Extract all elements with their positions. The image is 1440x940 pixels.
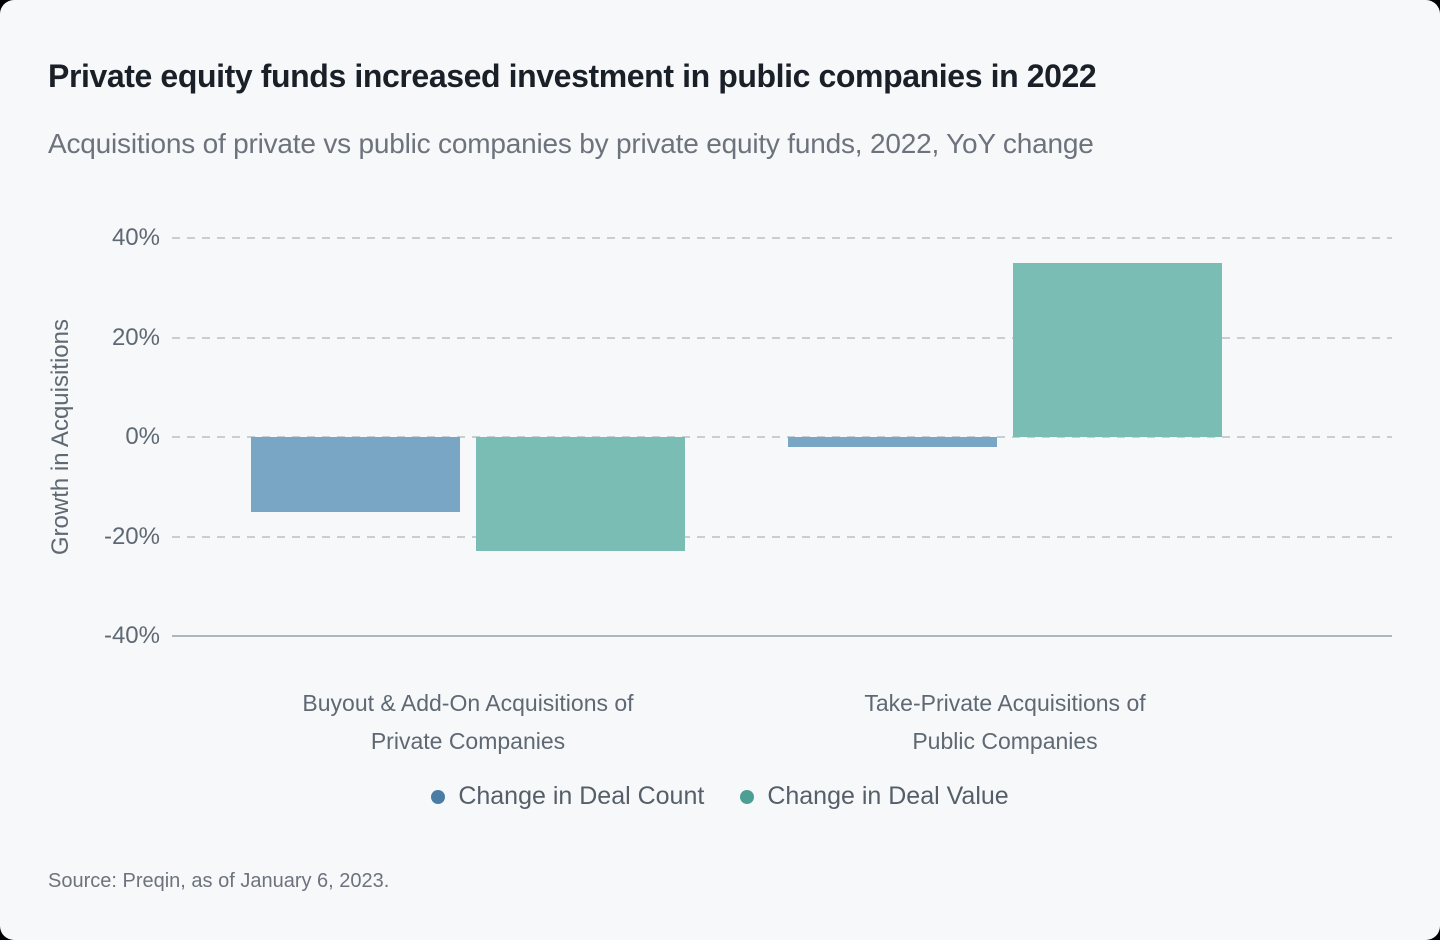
- gridline: [172, 535, 1392, 538]
- chart-area: Growth in Acquisitions 40% 20% 0% -20% -40%: [0, 224, 1440, 649]
- bar-deal-value-group1: [476, 437, 685, 552]
- y-tick-label: -20%: [103, 522, 160, 550]
- chart-subtitle: Acquisitions of private vs public compan…: [48, 128, 1094, 159]
- x-category-label-line: Public Companies: [912, 728, 1098, 754]
- x-category-label: Buyout & Add-On Acquisitions of Private C…: [208, 684, 728, 760]
- gridline: [172, 436, 1392, 438]
- bar-deal-value-group2: [1013, 262, 1222, 437]
- legend-label: Change in Deal Value: [767, 782, 1009, 810]
- x-category-label-line: Private Companies: [370, 728, 566, 754]
- bar-deal-count-group2: [788, 437, 997, 447]
- legend-item: Change in Deal Value: [740, 782, 1009, 811]
- legend-item: Change in Deal Count: [431, 782, 704, 811]
- gridline: [172, 336, 1392, 339]
- legend-dot-icon: [431, 789, 446, 804]
- legend-label: Change in Deal Count: [458, 782, 705, 810]
- legend-dot-icon: [740, 789, 755, 804]
- x-category-label-line: Take-Private Acquisitions of: [864, 690, 1146, 716]
- y-tick-label: 0%: [125, 423, 160, 450]
- bar-deal-count-group1: [251, 437, 460, 512]
- chart-legend: Change in Deal Count Change in Deal Value: [0, 782, 1440, 811]
- y-tick-label: 40%: [111, 224, 160, 251]
- chart-title: Private equity funds increased investmen…: [48, 58, 1097, 94]
- x-category-label-line: Buyout & Add-On Acquisitions of: [302, 690, 634, 716]
- y-tick-label: -40%: [103, 622, 160, 649]
- source-note: Source: Preqin, as of January 6, 2023.: [48, 870, 390, 892]
- x-category-label: Take-Private Acquisitions of Public Compa…: [745, 684, 1265, 760]
- y-tick-label: 20%: [111, 323, 160, 351]
- gridline: [172, 237, 1392, 239]
- x-axis-line: [172, 635, 1392, 637]
